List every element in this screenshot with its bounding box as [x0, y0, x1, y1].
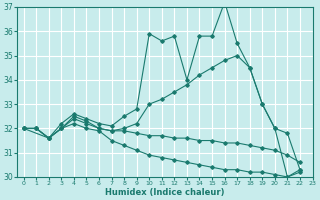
X-axis label: Humidex (Indice chaleur): Humidex (Indice chaleur) [105, 188, 225, 197]
